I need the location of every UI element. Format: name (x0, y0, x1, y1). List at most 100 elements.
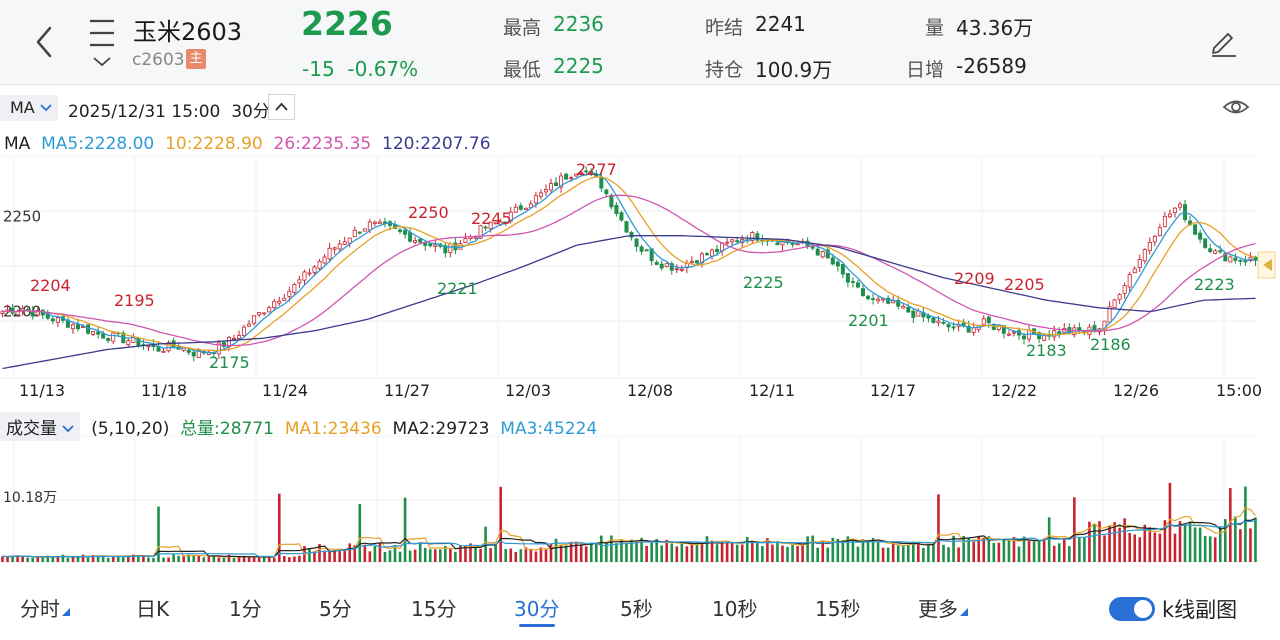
cursor-datetime: 2025/12/31 15:00 30分 (68, 97, 270, 122)
volume-bar (11, 555, 14, 562)
volume-bar (690, 544, 694, 562)
edit-icon[interactable] (1208, 26, 1240, 58)
candle-body (891, 300, 896, 304)
change-value: -15 (302, 57, 335, 81)
volume-bar (886, 547, 890, 562)
candle-body (106, 338, 111, 341)
tab-2[interactable]: 1分 (229, 597, 262, 621)
volume-bar (1083, 537, 1086, 562)
candle-body (664, 263, 669, 267)
candle-body (790, 243, 795, 246)
candle-body (559, 175, 564, 188)
tab-9[interactable]: 更多 (918, 593, 968, 622)
candlestick-chart[interactable]: 2250220022042195217522502221224522772225… (0, 156, 1280, 408)
candle-body (433, 244, 438, 247)
candle-body (579, 171, 584, 174)
volume-bar (665, 539, 669, 562)
volume-bar (605, 543, 608, 562)
candle-body (1011, 331, 1016, 334)
candle-body (1117, 294, 1122, 300)
volume-bar (262, 557, 266, 562)
candle-body (166, 342, 171, 352)
tab-7[interactable]: 10秒 (712, 597, 758, 621)
candle-body (423, 242, 428, 246)
chevron-down-icon (62, 425, 75, 433)
candle-body (715, 248, 720, 253)
candle-body (1162, 215, 1167, 228)
volume-bar (212, 555, 216, 562)
volume-bar (1062, 538, 1066, 562)
volume-bar (444, 545, 447, 562)
candle-body (10, 307, 15, 314)
volume-bar (977, 535, 981, 562)
candle-body (1193, 224, 1198, 235)
candle-body (96, 331, 101, 335)
candle-body (277, 300, 282, 304)
volume-bar (393, 544, 397, 562)
volume-bar (408, 550, 412, 562)
candle-body (835, 261, 840, 267)
volume-bar (308, 548, 311, 562)
volume-bar (786, 546, 789, 562)
volume-bar (519, 549, 523, 562)
kline-subchart-toggle[interactable] (1109, 597, 1155, 621)
candle-body (1233, 257, 1238, 261)
tab-5[interactable]: 30分 (514, 597, 560, 621)
volume-bar (1163, 520, 1167, 562)
tab-4[interactable]: 15分 (411, 597, 457, 621)
candle-body (231, 337, 236, 340)
tab-1[interactable]: 日K (136, 597, 170, 621)
volume-bar (16, 555, 19, 562)
volume-bar (574, 541, 578, 562)
tab-6[interactable]: 5秒 (620, 597, 653, 621)
volume-bar (529, 549, 533, 562)
candle-body (55, 317, 60, 323)
eye-icon[interactable] (1222, 96, 1250, 118)
volume-bar (680, 541, 684, 562)
tab-3[interactable]: 5分 (319, 597, 352, 621)
volume-bar (866, 540, 870, 562)
contract-title[interactable]: 玉米2603 (133, 18, 243, 46)
volume-bar (1052, 545, 1056, 562)
volume-bar (1239, 529, 1242, 562)
menu-icon[interactable] (88, 16, 118, 72)
volume-bar (121, 557, 125, 562)
volume-chart[interactable]: 10.18万 (0, 436, 1280, 566)
back-arrow-icon[interactable] (30, 24, 60, 60)
volume-bar (147, 557, 150, 562)
candle-body (327, 247, 332, 260)
volume-bar (479, 548, 482, 562)
collapse-button[interactable] (268, 94, 295, 120)
volume-bar (433, 549, 437, 562)
volume-bar (756, 542, 759, 562)
volume-bar (720, 541, 724, 562)
volume-bar (91, 555, 95, 562)
volume-bar (177, 555, 180, 562)
candle-body (362, 228, 367, 232)
volume-bar (272, 557, 276, 562)
tab-8[interactable]: 15秒 (815, 597, 861, 621)
indicator-select[interactable]: MA (0, 95, 58, 121)
tab-0[interactable]: 分时 (20, 593, 70, 622)
candle-body (70, 324, 75, 330)
candle-body (604, 189, 609, 195)
volume-bar (157, 506, 160, 562)
volume-bar (932, 543, 935, 562)
candle-body (161, 350, 166, 353)
candle-body (1198, 232, 1203, 240)
candle-body (674, 268, 679, 271)
ma10-value: 10:2228.90 (165, 134, 263, 154)
candle-body (242, 326, 247, 336)
volume-bar (962, 535, 965, 562)
candle-body (589, 171, 594, 173)
volume-bar (222, 557, 226, 562)
volume-bar (685, 546, 689, 562)
volume-bar (152, 557, 155, 562)
volume-bar (167, 557, 170, 562)
contract-code: c2603 (132, 50, 185, 70)
candle-body (725, 241, 730, 244)
candle-body (292, 284, 297, 293)
volume-bar (1078, 537, 1081, 562)
volume-bar (554, 538, 558, 562)
candle-body (704, 253, 709, 256)
